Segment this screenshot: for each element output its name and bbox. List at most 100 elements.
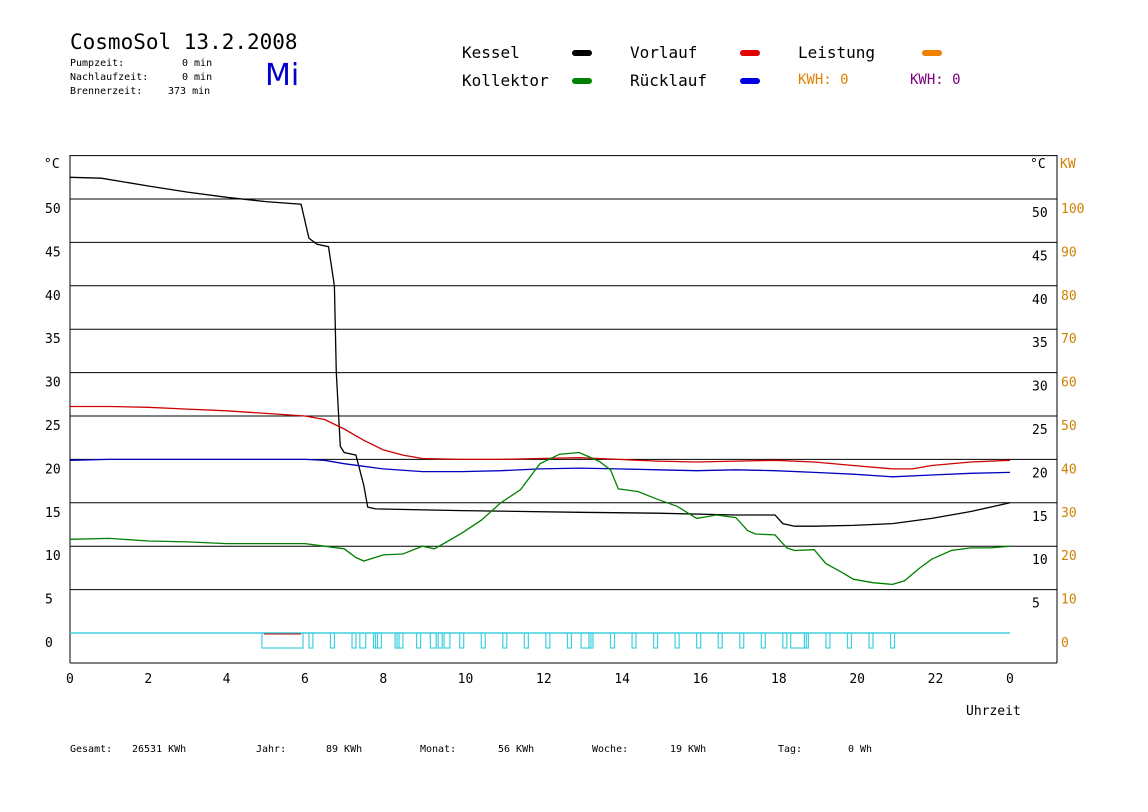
x-tick-label: 14 — [614, 672, 630, 687]
pump-pulse — [261, 632, 304, 649]
kw-tick-label: 50 — [1061, 419, 1077, 434]
weekday-label: Mi — [265, 58, 300, 93]
x-tick-label: 2 — [144, 672, 152, 687]
x-tick-label: 10 — [458, 672, 474, 687]
pump-pulse — [846, 632, 853, 649]
pump-pulse — [329, 632, 336, 649]
x-tick-label: 16 — [693, 672, 709, 687]
legend-vorlauf-label: Vorlauf — [630, 43, 698, 62]
y-tick-label: 45 — [45, 245, 61, 260]
y-tick-label: 50 — [45, 202, 61, 217]
x-tick-label: 8 — [379, 672, 387, 687]
y-tick-label: 10 — [45, 549, 61, 564]
y-unit-right: °C — [1030, 157, 1046, 172]
series-line-rücklauf — [69, 458, 1011, 478]
stat-nachlaufzeit: Nachlaufzeit: 0 min — [70, 72, 213, 83]
pump-pulse — [803, 632, 809, 649]
x-tick-label: 18 — [771, 672, 787, 687]
page-title: CosmoSol 13.2.2008 — [70, 30, 298, 54]
pump-pulse — [351, 632, 357, 649]
legend-vorlauf-marker — [740, 50, 760, 56]
kw-tick-label: 60 — [1061, 376, 1077, 391]
series-line-kollektor — [69, 451, 1011, 586]
legend-kollektor-label: Kollektor — [462, 71, 549, 90]
y-tick-label: 20 — [45, 462, 61, 477]
legend-leistung-marker — [922, 50, 942, 56]
y-tick-label-right: 40 — [1032, 293, 1048, 308]
series-line-vorlauf — [70, 405, 1011, 470]
footer-monat: Monat: 56 KWh — [420, 744, 535, 755]
stat-pumpzeit: Pumpzeit: 0 min — [70, 58, 213, 69]
pump-pulse — [760, 632, 766, 649]
pump-pulse — [416, 632, 422, 649]
pump-pulse — [580, 632, 592, 649]
y-tick-label-right: 5 — [1032, 597, 1040, 612]
x-tick-label: 6 — [301, 672, 309, 687]
pump-pulse — [631, 632, 637, 649]
pump-pulse — [889, 632, 896, 649]
pump-pulse — [359, 632, 367, 649]
pump-pulse — [502, 632, 508, 649]
pump-pulse — [459, 632, 465, 649]
kw-tick-label: 100 — [1061, 202, 1084, 217]
legend-kollektor-marker — [572, 78, 592, 84]
y-tick-label: 25 — [45, 419, 61, 434]
kw-tick-label: 30 — [1061, 506, 1077, 521]
y-unit-power: KW — [1060, 157, 1076, 172]
y-tick-label: 5 — [45, 593, 53, 608]
series-line-kessel — [69, 176, 1011, 527]
kw-tick-label: 20 — [1061, 549, 1077, 564]
kw-tick-label: 0 — [1061, 636, 1069, 651]
legend-leistung-label: Leistung — [798, 43, 876, 62]
pump-pulse — [372, 632, 379, 649]
x-tick-label: 22 — [928, 672, 944, 687]
y-tick-label-right: 25 — [1032, 423, 1048, 438]
y-tick-label-right: 10 — [1032, 553, 1048, 568]
pump-pulse — [437, 632, 443, 649]
y-tick-label: 40 — [45, 289, 61, 304]
pump-pulse — [609, 632, 616, 649]
pump-pulse — [868, 632, 874, 649]
y-tick-label: 15 — [45, 506, 61, 521]
kwh-leistung: KWH: 0 — [798, 72, 849, 88]
kw-tick-label: 90 — [1061, 245, 1077, 260]
pump-pulse — [523, 632, 529, 649]
y-tick-label-right: 50 — [1032, 206, 1048, 221]
x-tick-label: 4 — [223, 672, 231, 687]
y-tick-label: 30 — [45, 376, 61, 391]
kw-tick-label: 80 — [1061, 289, 1077, 304]
pump-pulse — [429, 632, 437, 649]
x-tick-label: 0 — [1006, 672, 1014, 687]
pump-pulse — [674, 632, 680, 649]
pump-pulse — [790, 632, 807, 649]
x-tick-label: 12 — [536, 672, 552, 687]
footer-woche: Woche: 19 KWh — [592, 744, 707, 755]
y-tick-label-right: 15 — [1032, 510, 1048, 525]
pump-pulse — [394, 632, 400, 649]
legend-ruecklauf-marker — [740, 78, 760, 84]
pump-pulse — [717, 632, 723, 649]
legend-ruecklauf-label: Rücklauf — [630, 71, 708, 90]
y-tick-label: 35 — [45, 332, 61, 347]
pump-pulse — [825, 632, 831, 649]
pump-pulse — [396, 632, 404, 649]
kwh-secondary: KWH: 0 — [910, 72, 961, 88]
legend-kessel-label: Kessel — [462, 43, 520, 62]
pump-pulse — [696, 632, 702, 649]
pump-pulse — [588, 632, 594, 649]
kw-tick-label: 40 — [1061, 462, 1077, 477]
pump-pulse — [443, 632, 451, 649]
pump-pulse — [566, 632, 573, 649]
pump-pulse — [480, 632, 486, 649]
kw-tick-label: 70 — [1061, 332, 1077, 347]
pump-pulse — [652, 632, 659, 649]
footer-tag: Tag: 0 Wh — [778, 744, 873, 755]
y-unit-left: °C — [44, 157, 60, 172]
pump-pulse — [308, 632, 314, 649]
pump-pulse — [782, 632, 788, 649]
pump-pulse — [739, 632, 745, 649]
x-tick-label: 20 — [849, 672, 865, 687]
pump-pulse — [545, 632, 551, 649]
kw-tick-label: 10 — [1061, 593, 1077, 608]
